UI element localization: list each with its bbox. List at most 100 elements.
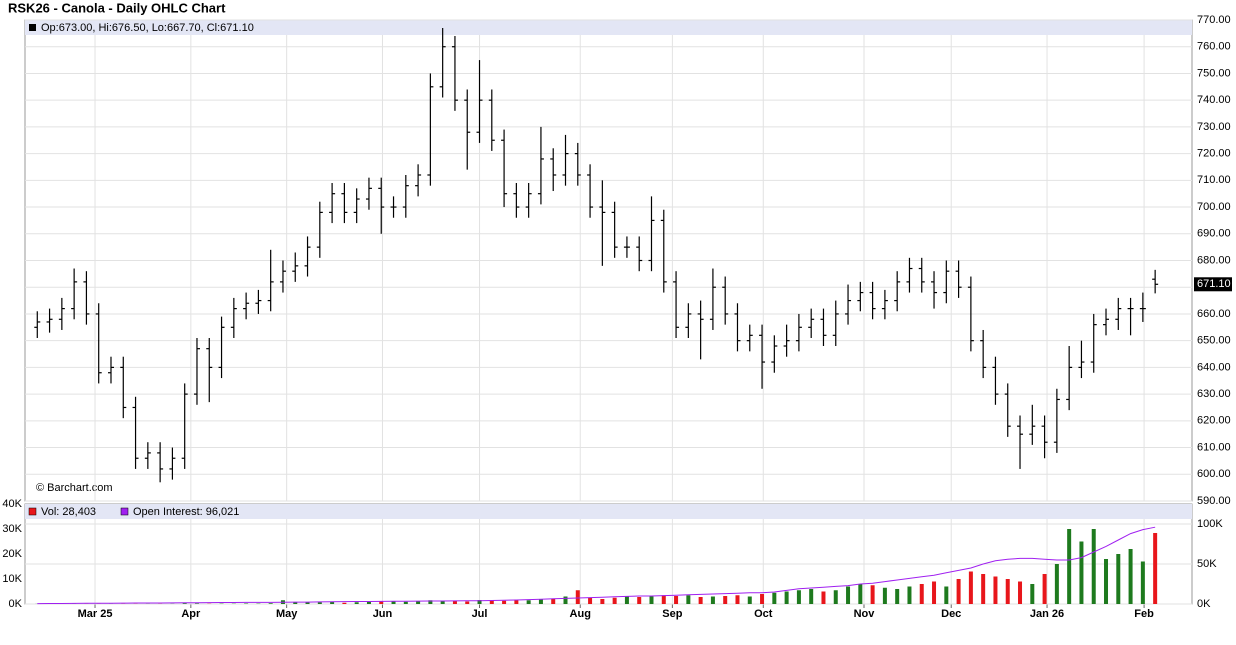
volume-panel xyxy=(24,503,1193,605)
volume-bar xyxy=(993,576,998,604)
volume-bar xyxy=(858,584,863,604)
y-tick-label: 640.00 xyxy=(1197,361,1231,373)
volume-bar xyxy=(796,590,801,604)
volume-bar xyxy=(1091,529,1096,604)
volume-bar xyxy=(624,596,629,604)
last-price-label: 671.10 xyxy=(1197,278,1231,290)
x-tick-label: Jun xyxy=(373,608,393,620)
volume-bar xyxy=(293,602,298,604)
volume-bar xyxy=(1067,529,1072,604)
volume-bar xyxy=(538,599,543,604)
x-tick-label: May xyxy=(276,608,298,620)
volume-bar xyxy=(686,595,691,604)
volume-bar xyxy=(514,599,519,604)
volume-bar xyxy=(723,596,728,604)
info-swatch xyxy=(29,24,36,31)
y-tick-label: 720.00 xyxy=(1197,148,1231,160)
y-tick-label: 40K xyxy=(2,498,22,510)
x-tick-label: Jul xyxy=(472,608,488,620)
marks xyxy=(34,28,1159,605)
grid: 590.00 600.00 610.00 620.00 630.00 640.00 650.… xyxy=(2,14,1230,620)
y-tick-label: 590.00 xyxy=(1197,495,1231,507)
volume-bar xyxy=(895,589,900,604)
volume-band xyxy=(25,504,1192,519)
volume-bar xyxy=(366,602,371,604)
volume-bar xyxy=(932,581,937,604)
volume-bar xyxy=(1030,584,1035,604)
volume-bar xyxy=(968,571,973,604)
y-tick-label: 0K xyxy=(9,598,23,610)
volume-bar xyxy=(637,597,642,604)
volume-bar xyxy=(551,598,556,604)
volume-bar xyxy=(268,603,273,604)
volume-bar xyxy=(907,586,912,604)
y-tick-label: 740.00 xyxy=(1197,94,1231,106)
volume-bar xyxy=(1042,574,1047,604)
x-tick-label: Nov xyxy=(854,608,876,620)
volume-bar xyxy=(182,603,187,604)
y-tick-label: 750.00 xyxy=(1197,67,1231,79)
volume-bar xyxy=(1116,554,1121,604)
y-tick-label: 30K xyxy=(2,523,22,535)
y-tick-label: 690.00 xyxy=(1197,228,1231,240)
volume-bar xyxy=(489,600,494,604)
volume-bar xyxy=(305,602,310,604)
volume-bar xyxy=(317,602,322,604)
y-tick-label: 620.00 xyxy=(1197,415,1231,427)
volume-bar xyxy=(698,597,703,604)
info-text: Op:673.00, Hi:676.50, Lo:667.70, Cl:671.… xyxy=(41,22,254,34)
volume-bar xyxy=(452,601,457,604)
y-tick-label: 710.00 xyxy=(1197,174,1231,186)
y-tick-label: 10K xyxy=(2,573,22,585)
volume-bar xyxy=(784,591,789,604)
volume-bar xyxy=(403,601,408,604)
volume-bar xyxy=(661,595,666,604)
volume-bar xyxy=(981,574,986,604)
volume-bar xyxy=(588,597,593,604)
y2-tick-label: 50K xyxy=(1197,558,1217,570)
y-tick-label: 630.00 xyxy=(1197,388,1231,400)
x-tick-label: Aug xyxy=(570,608,591,620)
volume-bar xyxy=(1005,579,1010,604)
y-tick-label: 600.00 xyxy=(1197,468,1231,480)
legend-entry: Vol: 28,403 xyxy=(41,506,96,518)
y-tick-label: 650.00 xyxy=(1197,335,1231,347)
volume-bar xyxy=(1054,564,1059,604)
volume-bar xyxy=(465,601,470,604)
y2-tick-label: 100K xyxy=(1197,518,1223,530)
y-tick-label: 680.00 xyxy=(1197,254,1231,266)
volume-bar xyxy=(600,599,605,604)
volume-bar xyxy=(882,587,887,604)
volume-bar xyxy=(1104,559,1109,604)
volume-bar xyxy=(735,595,740,604)
x-tick-label: Apr xyxy=(181,608,201,620)
chart-title: RSK26 - Canola - Daily OHLC Chart xyxy=(8,0,226,15)
y-tick-label: 700.00 xyxy=(1197,201,1231,213)
watermark: © Barchart.com xyxy=(36,482,113,494)
legend-entry: Open Interest: 96,021 xyxy=(133,506,239,518)
volume-bar xyxy=(833,590,838,604)
y-tick-label: 730.00 xyxy=(1197,121,1231,133)
volume-bar xyxy=(477,600,482,604)
x-tick-label: Feb xyxy=(1134,608,1154,620)
volume-bar xyxy=(821,591,826,604)
volume-bar xyxy=(244,603,249,604)
volume-bar xyxy=(846,586,851,604)
volume-bar xyxy=(428,600,433,604)
x-tick-label: Mar 25 xyxy=(78,608,113,620)
volume-bar xyxy=(440,600,445,604)
volume-bar xyxy=(194,603,199,604)
x-tick-label: Sep xyxy=(662,608,682,620)
y-tick-label: 20K xyxy=(2,548,22,560)
volume-bar xyxy=(526,600,531,604)
volume-bar xyxy=(919,584,924,604)
volume-bar xyxy=(354,602,359,604)
info-band xyxy=(25,20,1192,35)
volume-bar xyxy=(502,600,507,604)
volume-bar xyxy=(956,579,961,604)
last-price-box xyxy=(1194,277,1232,292)
legend-swatch xyxy=(28,507,37,516)
volume-bar xyxy=(649,596,654,604)
x-tick-label: Oct xyxy=(754,608,773,620)
